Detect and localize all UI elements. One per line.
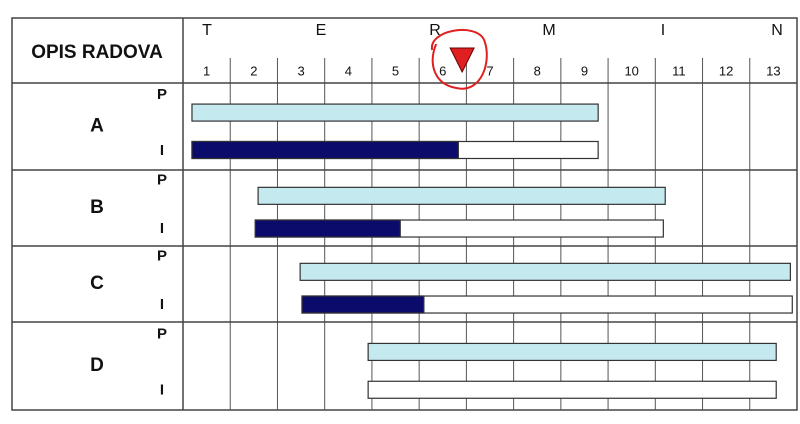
header: OPIS RADOVA [31,42,163,63]
x-tick-label: 1 [203,63,210,78]
planned-bar [299,262,791,281]
planned-label: P [157,86,167,103]
timeline-letter: T [202,22,212,39]
x-tick-label: 12 [719,63,733,78]
planned-label: P [157,325,167,342]
x-tick-label: 2 [250,63,257,78]
x-tick-label: 6 [439,63,446,78]
x-tick-label: 10 [624,63,638,78]
actual-label: I [160,382,164,399]
highlight-circle [431,28,488,90]
timeline-letter: I [661,22,665,39]
task-name: C [90,273,104,294]
current-marker [449,47,475,74]
actual-label: I [160,142,164,159]
timeline-letter: R [429,22,441,39]
progress-bar [191,140,459,160]
timeline-letter: N [771,22,783,39]
planned-bar [367,342,777,362]
planned-bar [191,103,599,122]
x-tick-label: 13 [766,63,780,78]
timeline-letter: E [316,22,327,39]
planned-label: P [157,248,167,265]
task-name: B [90,197,104,218]
task-name: D [90,355,104,376]
x-tick-label: 11 [672,63,686,78]
progress-bar [301,295,425,314]
x-tick-label: 7 [486,63,493,78]
x-tick-label: 4 [345,63,352,78]
planned-label: P [157,172,167,189]
x-tick-label: 8 [534,63,541,78]
x-tick-label: 3 [297,63,304,78]
timeline-letter: M [542,22,555,39]
actual-label: I [160,296,164,313]
actual-label: I [160,220,164,237]
actual-bar [367,380,777,399]
task-name: A [90,116,104,137]
planned-bar [257,186,666,205]
progress-bar [254,219,401,238]
x-tick-label: 9 [581,63,588,78]
x-tick-label: 5 [392,63,399,78]
